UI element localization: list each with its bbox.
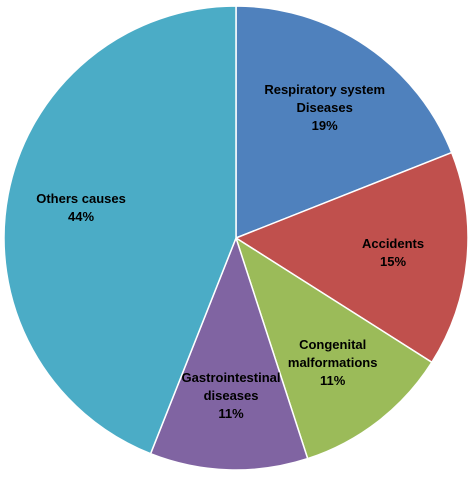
pie-slice: [234, 151, 469, 364]
slice-label-box: Accidents 15%: [323, 223, 463, 283]
category-label: Others causes: [36, 191, 126, 207]
slice-label: Respiratory system Diseases 19%: [255, 78, 395, 138]
pie-slice: [3, 5, 237, 455]
category-label: Gastrointestinal diseases: [181, 369, 281, 403]
slice-label: Congenital malformations 11%: [263, 333, 403, 393]
category-label: Accidents: [361, 235, 425, 251]
value-label: 19%: [311, 117, 338, 133]
pie-slice: [149, 235, 309, 471]
value-label: 11%: [320, 372, 346, 388]
value-label: 15%: [380, 253, 407, 269]
slice-label: Others causes 44%: [11, 178, 151, 238]
pie-slice: [234, 236, 433, 460]
slice-label-box: Respiratory system Diseases 19%: [255, 78, 395, 138]
category-label: Congenital malformations: [287, 336, 378, 370]
slice-label-box: Others causes 44%: [11, 178, 151, 238]
category-label: Respiratory system Diseases: [264, 81, 385, 115]
slice-label: Gastrointestinal diseases 11%: [161, 366, 301, 426]
value-label: 11%: [218, 405, 244, 421]
pie-slice: [235, 5, 453, 240]
slice-label-box: Gastrointestinal diseases 11%: [161, 366, 301, 426]
slice-label: Accidents 15%: [323, 223, 463, 283]
slice-label-box: Congenital malformations 11%: [263, 333, 403, 393]
value-label: 44%: [68, 209, 95, 225]
